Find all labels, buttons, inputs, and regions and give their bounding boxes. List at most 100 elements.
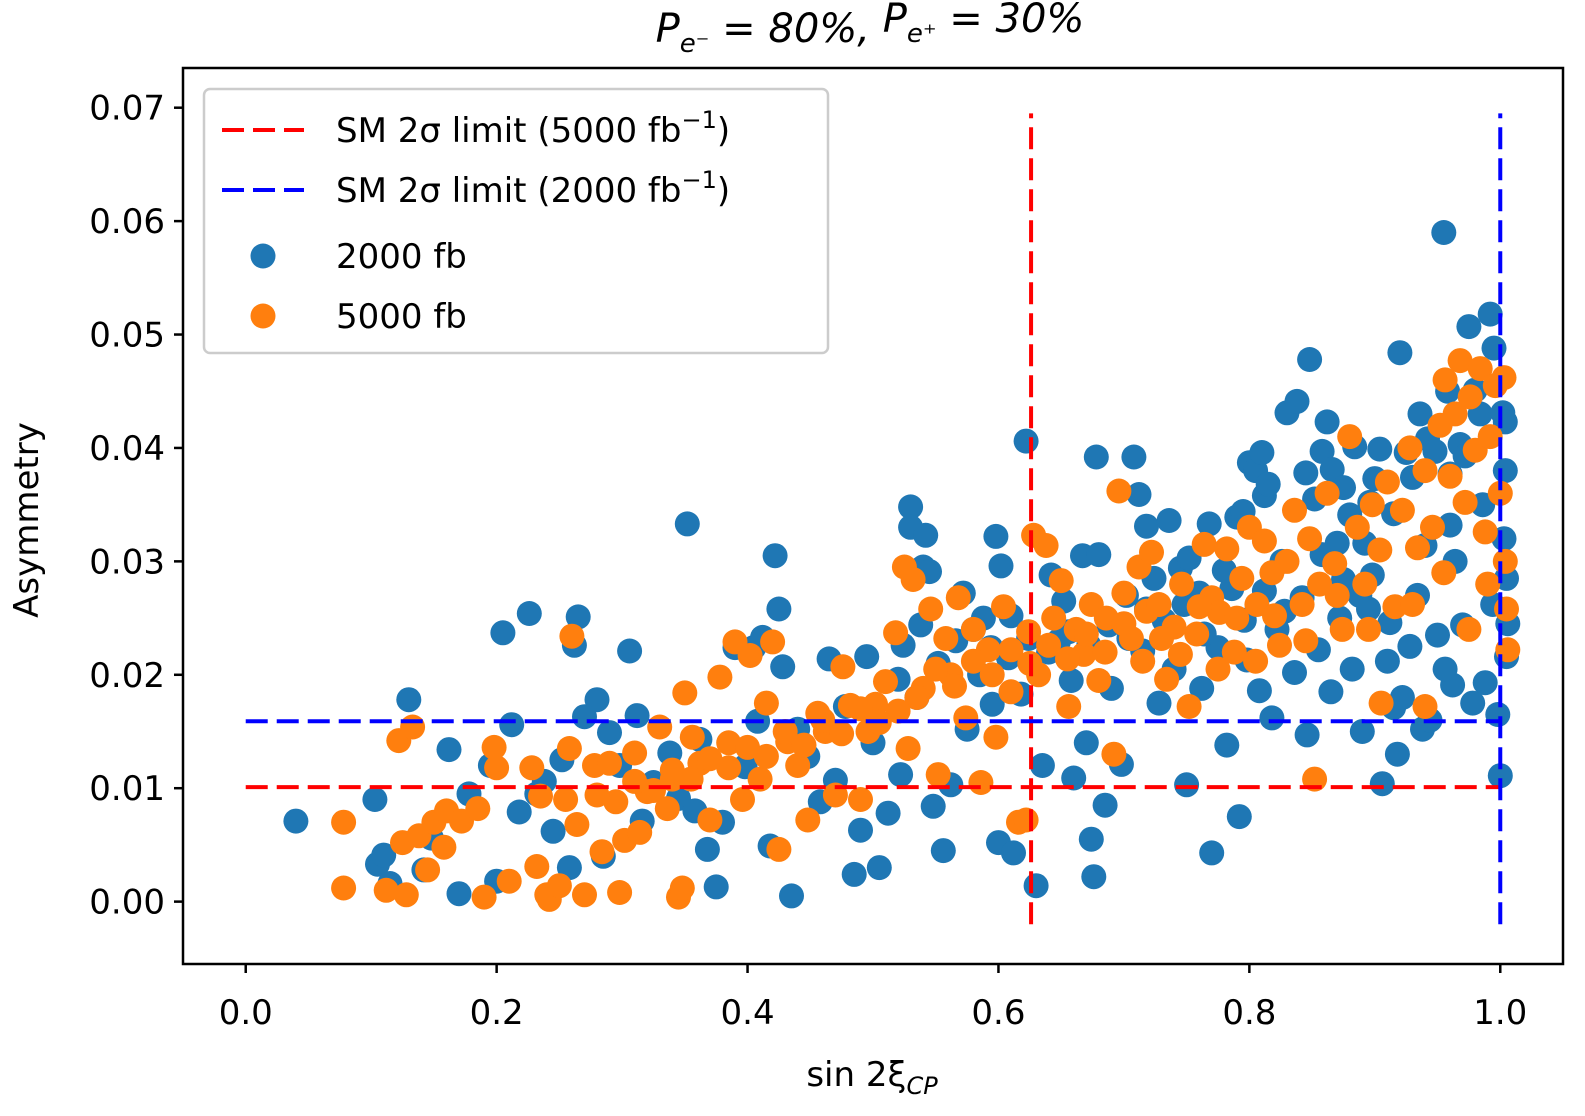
data-point: [983, 724, 1009, 750]
data-point: [1176, 694, 1202, 719]
data-point: [607, 880, 633, 905]
data-point: [1456, 314, 1482, 340]
data-point: [942, 673, 967, 699]
data-point: [1111, 580, 1137, 606]
data-point: [1492, 548, 1518, 574]
data-point: [1322, 551, 1348, 577]
data-point: [1189, 675, 1215, 701]
data-point: [540, 818, 566, 844]
data-point: [679, 724, 705, 750]
data-point: [1191, 531, 1217, 557]
data-point: [1337, 424, 1363, 450]
data-point: [1186, 594, 1212, 620]
data-point: [1356, 616, 1381, 642]
data-point: [647, 714, 673, 740]
data-point: [1387, 340, 1413, 366]
data-point: [396, 687, 422, 713]
y-tick-label: 0.06: [89, 202, 165, 242]
data-point: [925, 762, 951, 788]
data-point: [624, 703, 650, 729]
data-point: [1369, 771, 1395, 797]
data-point: [524, 854, 550, 879]
data-point: [1432, 367, 1458, 393]
data-point: [1036, 632, 1062, 658]
data-point: [998, 679, 1024, 705]
data-point: [697, 746, 723, 772]
x-axis-label-subscript: CP: [906, 1072, 938, 1100]
data-point: [1061, 765, 1087, 791]
data-point: [1359, 492, 1385, 518]
data-point: [553, 787, 579, 812]
y-tick-label: 0.03: [89, 542, 165, 582]
data-point: [913, 522, 939, 548]
data-point: [841, 861, 867, 887]
legend-label-superscript: −1: [681, 166, 716, 194]
data-point: [1460, 690, 1486, 716]
data-point: [1412, 458, 1438, 484]
data-point: [506, 799, 532, 825]
data-point: [1282, 660, 1307, 685]
chart-title-part: P: [656, 6, 681, 52]
data-point: [795, 807, 821, 833]
legend-marker-swatch: [250, 243, 276, 269]
x-axis-label-text: sin 2ξCP: [806, 1055, 938, 1100]
legend-box: [202, 87, 830, 355]
data-point: [1400, 592, 1425, 617]
data-point: [1251, 528, 1277, 554]
data-point: [1282, 497, 1307, 523]
legend-label-main: SM 2σ limit (5000 fb: [336, 111, 681, 151]
data-point: [1397, 633, 1423, 659]
data-point: [730, 787, 755, 812]
data-point: [1196, 511, 1222, 537]
data-point: [1397, 435, 1423, 461]
data-point: [968, 770, 994, 795]
data-point: [1146, 592, 1172, 617]
y-tick-label: 0.01: [89, 769, 165, 809]
data-point: [1214, 536, 1240, 562]
data-point: [960, 648, 986, 674]
data-point: [1431, 220, 1457, 245]
data-point: [1472, 670, 1498, 696]
data-point: [737, 643, 763, 668]
data-point: [597, 750, 622, 776]
data-point: [983, 523, 1009, 549]
chart-title-part: = 30%: [937, 0, 1085, 42]
data-point: [1487, 763, 1513, 789]
data-point: [1456, 616, 1482, 642]
data-point: [1425, 622, 1450, 648]
data-point: [735, 734, 760, 760]
data-point: [572, 704, 597, 730]
data-point: [331, 809, 357, 835]
data-point: [1314, 409, 1340, 435]
data-point: [622, 740, 648, 766]
data-point: [1126, 482, 1152, 507]
data-point: [446, 881, 472, 907]
data-point: [766, 596, 792, 622]
points-layer: [283, 220, 1521, 912]
data-point: [659, 757, 685, 783]
data-point: [953, 705, 979, 731]
data-point: [1344, 514, 1370, 540]
data-point: [1314, 480, 1340, 506]
data-point: [716, 755, 742, 781]
data-point: [1412, 694, 1438, 719]
data-point: [603, 789, 629, 815]
data-point: [716, 730, 742, 756]
data-point: [371, 842, 397, 868]
legend-label-main: 5000 fb: [336, 297, 467, 337]
x-axis-label: sin 2ξCP: [806, 1055, 938, 1100]
data-point: [1267, 632, 1292, 658]
data-point: [760, 629, 786, 655]
data-point: [481, 734, 507, 760]
y-tick-label: 0.05: [89, 316, 165, 356]
data-point: [471, 884, 497, 910]
data-point: [496, 868, 522, 894]
data-point: [1442, 401, 1468, 427]
data-point: [1432, 656, 1458, 682]
data-point: [1154, 666, 1180, 692]
data-point: [1073, 621, 1099, 647]
data-point: [1111, 611, 1137, 637]
data-point: [1389, 685, 1415, 710]
data-point: [499, 712, 525, 738]
data-point: [998, 637, 1024, 663]
